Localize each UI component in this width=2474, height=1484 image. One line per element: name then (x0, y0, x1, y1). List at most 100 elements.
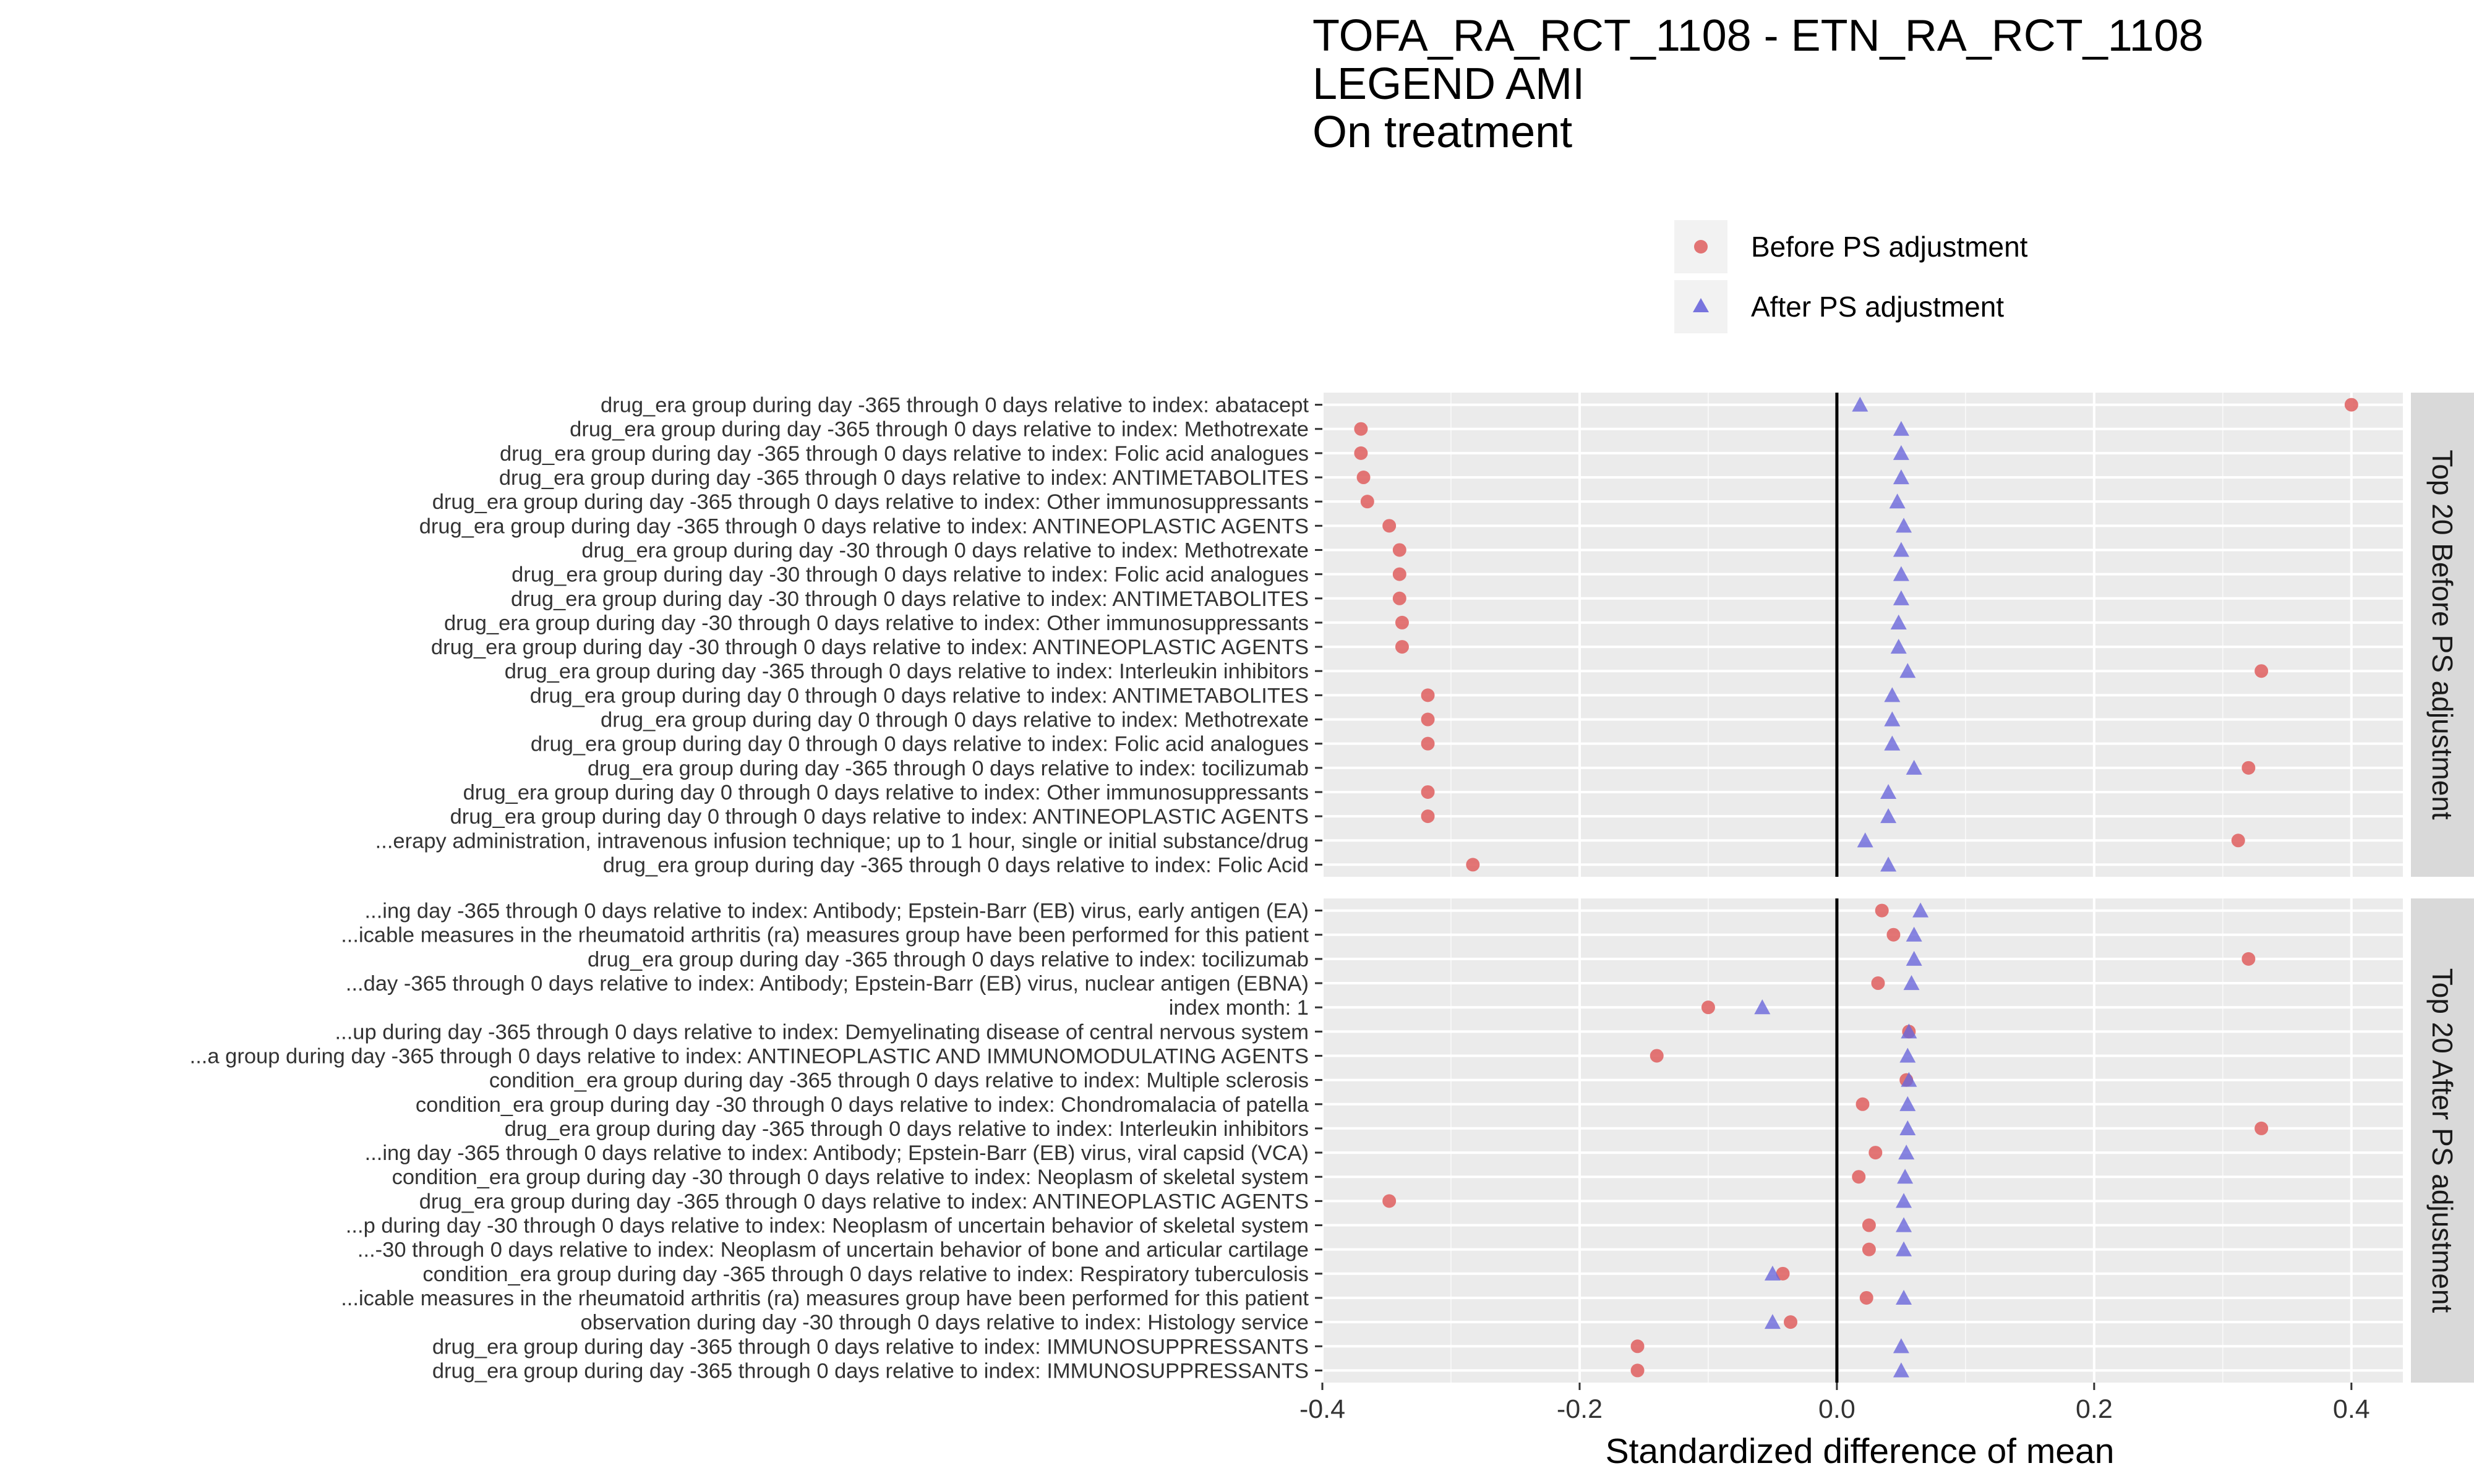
strip-background (2411, 898, 2474, 1383)
y-tick-label: condition_era group during day -365 thro… (489, 1069, 1309, 1093)
x-axis-title: Standardized difference of mean (1606, 1431, 2115, 1471)
x-tick-label: -0.2 (1557, 1394, 1603, 1424)
point-before-ps (1392, 543, 1406, 557)
y-tick-label: drug_era group during day -365 through 0… (603, 853, 1309, 877)
point-after-ps (1889, 493, 1906, 509)
point-before-ps (1421, 712, 1435, 727)
y-tick-label: drug_era group during day -30 through 0 … (511, 563, 1309, 587)
point-after-ps (1901, 1072, 1917, 1087)
point-before-ps (1701, 1000, 1715, 1015)
legend-before-marker (1694, 240, 1708, 254)
legend-after-label: After PS adjustment (1751, 291, 2004, 323)
point-after-ps (1906, 759, 1922, 775)
point-before-ps (2231, 834, 2245, 848)
point-before-ps (1630, 1339, 1645, 1354)
title-line-1: TOFA_RA_RCT_1108 - ETN_RA_RCT_1108 (1312, 11, 2204, 61)
y-tick-label: ...icable measures in the rheumatoid art… (341, 924, 1309, 947)
y-tick-label: drug_era group during day -365 through 0… (500, 442, 1309, 466)
point-before-ps (1356, 471, 1371, 485)
y-tick-label: drug_era group during day -365 through 0… (419, 1190, 1309, 1213)
point-after-ps (1896, 518, 1912, 533)
point-after-ps (1903, 975, 1920, 991)
point-before-ps (1862, 1218, 1876, 1232)
point-after-ps (1893, 566, 1909, 581)
point-before-ps (2254, 1121, 2269, 1135)
y-tick-label: condition_era group during day -30 throu… (392, 1166, 1309, 1189)
point-before-ps (1421, 785, 1435, 799)
y-tick-label: drug_era group during day -365 through 0… (570, 418, 1309, 441)
point-before-ps (1776, 1266, 1790, 1281)
point-before-ps (1852, 1170, 1866, 1184)
point-before-ps (1466, 858, 1480, 872)
y-tick-label: drug_era group during day -30 through 0 … (431, 636, 1309, 659)
point-after-ps (1764, 1314, 1781, 1329)
point-after-ps (1893, 420, 1909, 436)
point-after-ps (1880, 856, 1897, 872)
y-tick-label: drug_era group during day 0 through 0 da… (601, 709, 1309, 732)
point-after-ps (1899, 663, 1916, 678)
x-tick-label: -0.4 (1299, 1394, 1345, 1424)
panel-2: ...ing day -365 through 0 days relative … (190, 898, 2474, 1383)
point-after-ps (1901, 1023, 1917, 1039)
y-tick-label: ...-30 through 0 days relative to index:… (357, 1239, 1309, 1262)
x-tick-label: 0.2 (2076, 1394, 2113, 1424)
legend-after-marker (1693, 298, 1709, 312)
title-line-2: LEGEND AMI (1312, 59, 1585, 109)
y-tick-label: drug_era group during day -365 through 0… (499, 466, 1309, 490)
point-after-ps (1893, 469, 1909, 485)
point-after-ps (1893, 1338, 1909, 1354)
x-tick-label: 0.0 (1818, 1394, 1856, 1424)
point-after-ps (1899, 1120, 1916, 1135)
x-tick-label: 0.4 (2333, 1394, 2370, 1424)
point-after-ps (1857, 832, 1873, 848)
y-tick-label: ...day -365 through 0 days relative to i… (346, 972, 1309, 996)
point-after-ps (1896, 1217, 1912, 1232)
point-after-ps (1884, 711, 1901, 727)
point-after-ps (1764, 1265, 1781, 1281)
point-after-ps (1893, 1362, 1909, 1378)
legend-before-label: Before PS adjustment (1751, 231, 2028, 263)
y-tick-label: ...a group during day -365 through 0 day… (190, 1044, 1309, 1068)
point-before-ps (1382, 519, 1397, 533)
point-before-ps (1354, 422, 1368, 436)
point-after-ps (1899, 1047, 1916, 1063)
point-before-ps (1784, 1315, 1798, 1329)
point-before-ps (1360, 495, 1374, 509)
y-tick-label: drug_era group during day 0 through 0 da… (450, 805, 1309, 829)
point-before-ps (1395, 615, 1409, 629)
y-tick-label: drug_era group during day -30 through 0 … (444, 612, 1309, 635)
y-tick-label: drug_era group during day -365 through 0… (601, 394, 1309, 417)
y-tick-label: drug_era group during day 0 through 0 da… (463, 781, 1309, 804)
point-after-ps (1893, 445, 1909, 460)
y-tick-label: drug_era group during day 0 through 0 da… (531, 733, 1309, 756)
y-tick-label: ...up during day -365 through 0 days rel… (335, 1020, 1309, 1044)
point-before-ps (1875, 903, 1889, 918)
point-before-ps (1630, 1363, 1645, 1378)
point-before-ps (1395, 640, 1409, 654)
y-tick-label: drug_era group during day -30 through 0 … (511, 587, 1309, 611)
strip-label: Top 20 After PS adjustment (2426, 968, 2459, 1313)
title-line-3: On treatment (1312, 108, 1572, 157)
point-before-ps (2241, 952, 2256, 966)
chart-title: TOFA_RA_RCT_1108 - ETN_RA_RCT_1108 LEGEN… (1312, 11, 2204, 157)
point-after-ps (1754, 999, 1771, 1015)
y-tick-label: drug_era group during day -365 through 0… (588, 757, 1309, 780)
point-before-ps (1392, 591, 1406, 605)
panels: drug_era group during day -365 through 0… (190, 393, 2474, 1383)
point-before-ps (1421, 809, 1435, 824)
panel-1: drug_era group during day -365 through 0… (375, 393, 2474, 877)
x-axis: -0.4 -0.2 0.0 0.2 0.4 (1299, 1383, 2370, 1424)
point-before-ps (1856, 1097, 1870, 1111)
strip-label: Top 20 Before PS adjustment (2426, 450, 2459, 820)
point-after-ps (1880, 808, 1897, 824)
y-tick-label: drug_era group during day -365 through 0… (588, 948, 1309, 971)
point-after-ps (1896, 1241, 1912, 1256)
point-before-ps (2241, 761, 2256, 775)
point-after-ps (1880, 783, 1897, 800)
point-after-ps (1898, 1145, 1915, 1160)
point-before-ps (1392, 567, 1406, 581)
y-tick-label: drug_era group during day 0 through 0 da… (530, 684, 1309, 707)
strip-background (2411, 393, 2474, 877)
point-before-ps (1421, 688, 1435, 702)
